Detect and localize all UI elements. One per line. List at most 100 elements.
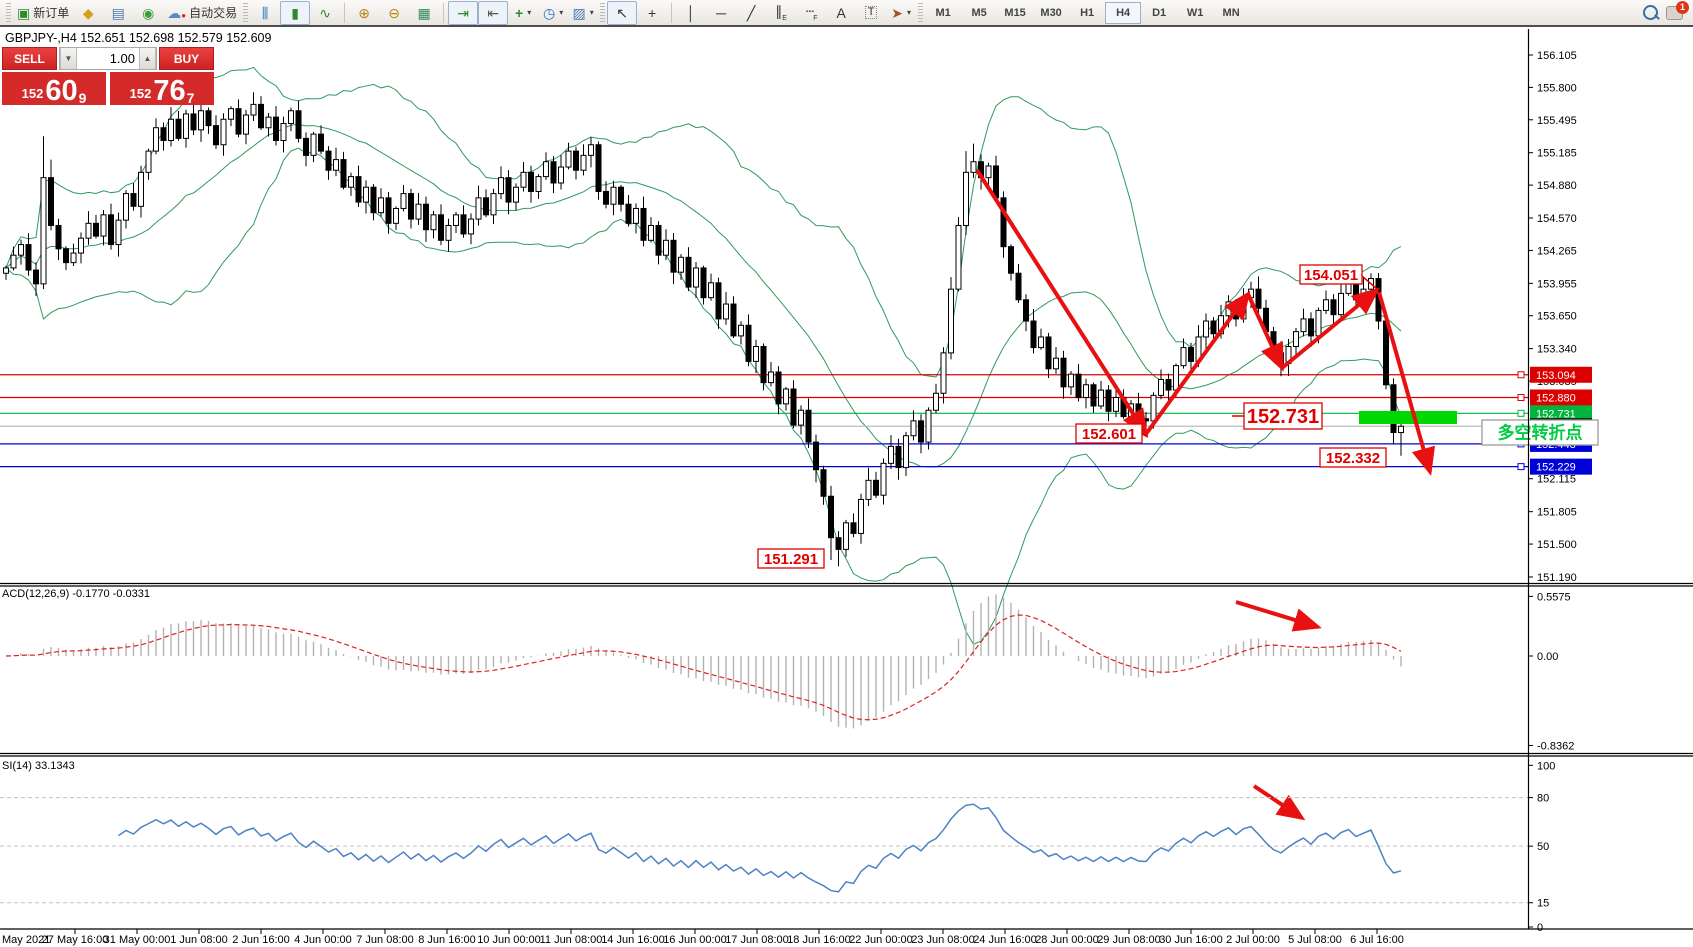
crosshair-button[interactable]: + [637, 1, 667, 25]
volume-increase-button[interactable]: ▲ [139, 48, 156, 69]
trendline-button[interactable]: ╱ [736, 1, 766, 25]
candle-body [1075, 373, 1082, 398]
bar-chart-button[interactable]: ⫼ [250, 1, 280, 25]
timeframe-M30[interactable]: M30 [1040, 6, 1062, 19]
price-tick-label: 155.495 [1537, 115, 1577, 127]
tile-windows-button[interactable]: ▦ [409, 1, 439, 25]
signal-button[interactable]: ◉ [133, 1, 163, 25]
print-button[interactable]: ▤ [103, 1, 133, 25]
red-arrow-5[interactable] [1235, 600, 1322, 632]
candle-body [798, 409, 804, 426]
annotations: 154.051 152.731 152.601 152.332 151.291 多空转折点 [757, 264, 1599, 569]
candlestick-chart-button[interactable]: ▮ [280, 0, 311, 25]
candle-body [130, 193, 137, 207]
volume-input[interactable] [77, 48, 139, 69]
green-highlight-bar[interactable] [1359, 411, 1457, 424]
crosshair-icon: + [648, 4, 657, 21]
timeframe-H1[interactable]: H1 [1080, 6, 1095, 19]
templates-button[interactable]: ▨ ▾ [568, 1, 598, 25]
bid-sup: 9 [78, 90, 87, 106]
line-chart-button[interactable]: ∿ [310, 1, 340, 25]
timeframe-W1[interactable]: W1 [1186, 6, 1204, 19]
vertical-line-button[interactable]: │ [676, 1, 706, 25]
equidistant-channel-button[interactable]: ∥E [766, 1, 796, 25]
text-button[interactable]: A [826, 1, 856, 25]
label-152332[interactable]: 152.332 [1319, 447, 1387, 468]
candle-body [145, 150, 152, 173]
price-badge[interactable] [1530, 405, 1592, 422]
bid-big: 60 [45, 75, 78, 107]
zoom-in-button[interactable]: ⊕ [349, 1, 379, 25]
timeframe-D1[interactable]: D1 [1152, 6, 1167, 19]
timeframe-M5[interactable]: M5 [971, 6, 987, 19]
styler-button[interactable]: ◆ [73, 1, 103, 25]
autotrading-button[interactable]: ☁● 自动交易 [163, 1, 241, 25]
new-order-button[interactable]: ▣ 新订单 [13, 1, 73, 25]
candle-body [115, 219, 122, 246]
price-badge[interactable] [1530, 458, 1592, 475]
candle-body [1323, 299, 1329, 311]
indicators-button[interactable]: + ▾ [508, 1, 538, 25]
chart-title: GBPJPY-,H4 152.651 152.698 152.579 152.6… [5, 31, 271, 45]
search-icon[interactable] [1643, 5, 1658, 20]
timeframe-M1[interactable]: M1 [935, 6, 951, 19]
candle-body [963, 171, 969, 226]
cursor-button[interactable]: ↖ [607, 0, 638, 25]
candlestick-icon: ▮ [291, 4, 299, 21]
chat-icon[interactable]: 1 [1666, 0, 1689, 20]
candle-body [993, 165, 999, 199]
arrows-button[interactable]: ➤ ▾ [886, 1, 916, 25]
red-arrow-4[interactable] [1377, 291, 1436, 476]
red-arrow-3[interactable] [1280, 287, 1381, 370]
price-badge-label: 152.731 [1536, 408, 1576, 420]
candle-body [1308, 318, 1314, 337]
ask-sup: 7 [186, 90, 195, 106]
price-tick-label: 154.570 [1537, 213, 1577, 225]
volume-decrease-button[interactable]: ▼ [60, 48, 77, 69]
red-arrow-1[interactable] [1144, 290, 1251, 436]
sell-button[interactable]: SELL [2, 47, 57, 70]
label-152601-box [1075, 423, 1143, 444]
timeframe-MN[interactable]: MN [1222, 6, 1240, 19]
candle-body [940, 352, 947, 394]
candle-body [880, 462, 887, 496]
label-turning-point[interactable]: 多空转折点 [1481, 419, 1599, 446]
buy-button[interactable]: BUY [159, 47, 214, 70]
timeframe-H4[interactable]: H4 [1105, 1, 1142, 24]
ask-quote[interactable]: 152 76 7 [110, 72, 214, 106]
rsi-tick-label: 100 [1537, 760, 1555, 772]
candle-body [408, 193, 414, 220]
candle-body [63, 248, 69, 264]
label-152601[interactable]: 152.601 [1075, 423, 1143, 444]
template-icon: ▨ [572, 4, 586, 21]
candle-body [303, 137, 309, 156]
candle-body [625, 203, 632, 224]
auto-scroll-button[interactable]: ⇥ [448, 0, 479, 25]
candle-body [925, 409, 932, 443]
candle-body [873, 479, 879, 496]
label-154051[interactable]: 154.051 [1299, 264, 1363, 285]
candle-body [1038, 336, 1044, 349]
red-arrow-0[interactable] [975, 168, 1149, 438]
red-arrow-2[interactable] [1246, 293, 1284, 372]
fibonacci-button[interactable]: ┄F [796, 1, 826, 25]
horizontal-line-button[interactable]: ─ [706, 1, 736, 25]
chart-shift-button[interactable]: ⇤ [478, 0, 509, 25]
price-badge-label: 152.229 [1536, 462, 1576, 474]
label-152731[interactable]: 152.731 [1243, 402, 1323, 430]
label-151291[interactable]: 151.291 [757, 548, 825, 569]
candle-body [1113, 396, 1119, 412]
candle-body [1098, 389, 1104, 407]
label-turning-point-box [1481, 419, 1599, 446]
bid-quote[interactable]: 152 60 9 [2, 72, 106, 107]
timeframe-M15[interactable]: M15 [1004, 6, 1026, 19]
price-badge[interactable] [1530, 389, 1592, 406]
candle-body [693, 267, 699, 288]
text-label-button[interactable]: T [856, 1, 886, 25]
red-arrow-6[interactable] [1252, 784, 1306, 821]
price-badge[interactable] [1530, 366, 1592, 383]
zoom-out-button[interactable]: ⊖ [379, 1, 409, 25]
candle-body [955, 224, 962, 290]
periods-button[interactable]: ◷ ▾ [538, 1, 568, 25]
